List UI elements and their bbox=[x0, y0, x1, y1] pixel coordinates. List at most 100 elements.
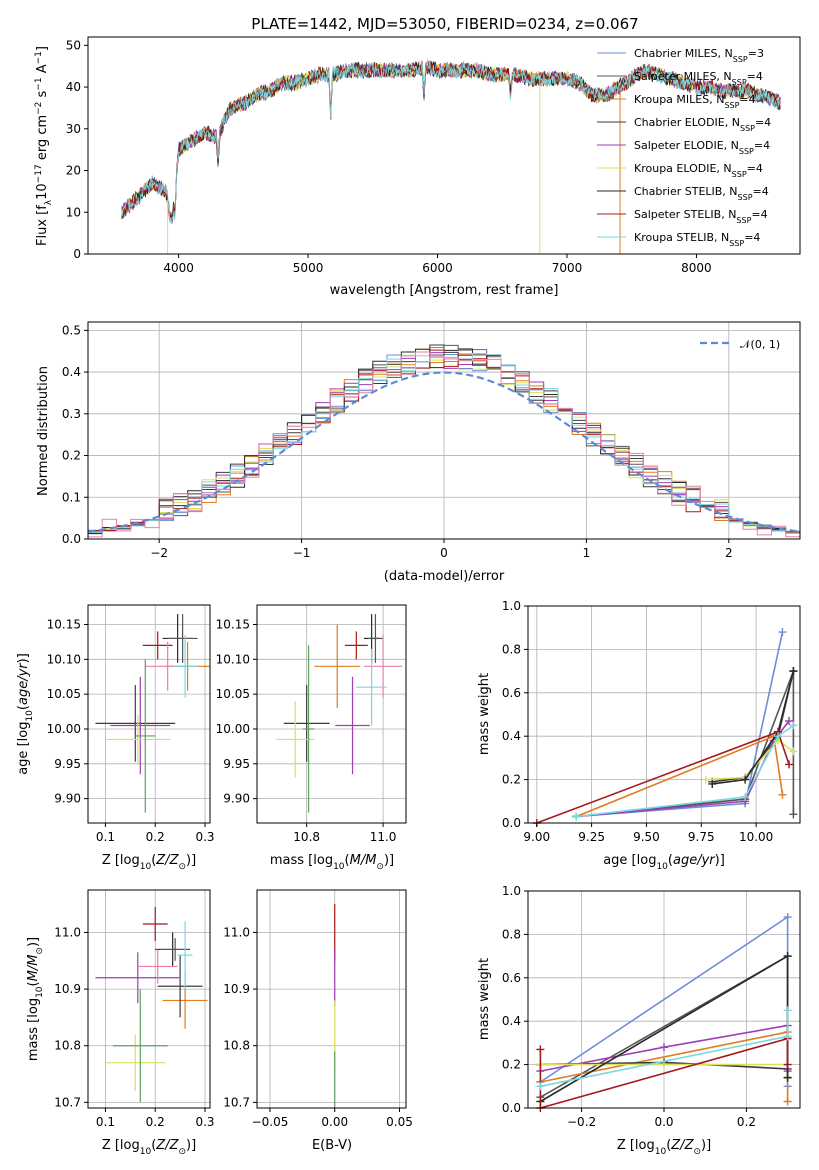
weight-point-marker bbox=[783, 1073, 792, 1082]
legend-tail: =4 bbox=[754, 139, 770, 152]
y-tick-label: 0.4 bbox=[502, 729, 521, 743]
figure-title: PLATE=1442, MJD=53050, FIBERID=0234, z=0… bbox=[251, 15, 638, 33]
x-tick-label: 7000 bbox=[552, 261, 583, 275]
legend-tail: =4 bbox=[753, 185, 769, 198]
y-axis-label: Normed distribution bbox=[36, 366, 51, 496]
x-tick-label: 9.75 bbox=[688, 830, 715, 844]
legend-subscript: SSP bbox=[740, 124, 755, 133]
weight-point-marker bbox=[783, 913, 792, 922]
weight-vs-age-axes bbox=[528, 605, 800, 824]
label-part: ] bbox=[35, 46, 50, 51]
legend-entry: Chabrier ELODIE, NSSP=4 bbox=[634, 116, 771, 133]
weight-point-marker bbox=[708, 779, 717, 788]
weight-point-marker bbox=[783, 1060, 792, 1069]
label-part: ⊙ bbox=[693, 1147, 701, 1157]
x-tick-label: 4000 bbox=[163, 261, 194, 275]
y-tick-label: 10.10 bbox=[216, 652, 250, 666]
label-part: 10 bbox=[655, 1147, 667, 1157]
legend-tail: =3 bbox=[748, 47, 764, 60]
label-part: Z/Z bbox=[155, 853, 179, 868]
x-tick-label: 0.00 bbox=[321, 1115, 348, 1129]
label-part: Z/Z bbox=[155, 1138, 179, 1153]
y-tick-label: 0.2 bbox=[502, 773, 521, 787]
label-part: 10 bbox=[140, 1147, 152, 1157]
x-tick-label: −0.05 bbox=[252, 1115, 289, 1129]
x-tick-label: 0.3 bbox=[195, 1115, 214, 1129]
legend-entry: Salpeter MILES, NSSP=4 bbox=[634, 70, 763, 87]
legend-entry: Chabrier MILES, NSSP=3 bbox=[634, 47, 764, 64]
label-part: M/M bbox=[26, 955, 41, 982]
label-part: Z [log bbox=[102, 1138, 140, 1153]
mass-vs-Z-frame bbox=[87, 889, 211, 1109]
x-tick-label: 0.2 bbox=[146, 830, 165, 844]
y-tick-label: 0.0 bbox=[502, 816, 521, 830]
x-tick-label: −2 bbox=[150, 546, 168, 560]
y-tick-label: 9.95 bbox=[223, 757, 250, 771]
label-part: −2 bbox=[34, 102, 44, 115]
y-tick-label: 10.10 bbox=[47, 652, 81, 666]
label-part: ⊙ bbox=[376, 862, 384, 872]
y-tick-label: 10.15 bbox=[47, 618, 81, 632]
weight-point-marker bbox=[774, 732, 783, 741]
x-tick-label: 9.00 bbox=[523, 830, 550, 844]
y-tick-label: 10.8 bbox=[54, 1039, 81, 1053]
label-part: ( bbox=[151, 853, 156, 868]
legend-subscript: SSP bbox=[732, 78, 747, 87]
y-tick-label: 9.90 bbox=[223, 792, 250, 806]
label-part: )] bbox=[715, 853, 725, 868]
y-tick-label: 40 bbox=[66, 80, 81, 94]
x-tick-label: 0.2 bbox=[146, 1115, 165, 1129]
label-part: 10 bbox=[25, 710, 35, 722]
weight-series-line bbox=[539, 1037, 789, 1108]
x-tick-label: 0.2 bbox=[737, 1115, 756, 1129]
y-tick-label: 0.6 bbox=[502, 686, 521, 700]
y-tick-label: 10.00 bbox=[216, 722, 250, 736]
x-tick-label: 5000 bbox=[293, 261, 324, 275]
label-part: M/M bbox=[350, 853, 377, 868]
y-tick-label: 0.4 bbox=[62, 365, 81, 379]
x-tick-label: −1 bbox=[293, 546, 311, 560]
label-part: Z [log bbox=[617, 1138, 655, 1153]
legend-text: Chabrier MILES, N bbox=[634, 47, 733, 60]
label-part: −17 bbox=[34, 164, 44, 183]
weight-point-marker bbox=[778, 628, 787, 637]
x-tick-label: −0.2 bbox=[567, 1115, 596, 1129]
label-part: )] bbox=[26, 937, 41, 947]
x-axis-label: Z [log10(Z/Z⊙)] bbox=[102, 1138, 196, 1157]
x-tick-label: 10.8 bbox=[293, 830, 320, 844]
legend-tail: =4 bbox=[755, 116, 771, 129]
y-tick-label: 0.1 bbox=[62, 490, 81, 504]
y-tick-label: 11.0 bbox=[223, 925, 250, 939]
weight-vs-age-frame bbox=[527, 605, 801, 824]
label-part: ( bbox=[666, 1138, 671, 1153]
label-part: A bbox=[35, 64, 50, 77]
legend-entry: Kroupa MILES, NSSP=4 bbox=[634, 93, 756, 110]
y-tick-label: 1.0 bbox=[502, 884, 521, 898]
legend-subscript: SSP bbox=[738, 193, 753, 202]
label-part: Z/Z bbox=[670, 1138, 694, 1153]
label-part: )] bbox=[384, 853, 394, 868]
mass-vs-Z-axes bbox=[88, 890, 210, 1108]
y-tick-label: 10.00 bbox=[47, 722, 81, 736]
weight-point-marker bbox=[783, 1097, 792, 1106]
y-tick-label: 0.8 bbox=[502, 642, 521, 656]
legend-subscript: SSP bbox=[729, 239, 744, 248]
label-part: age/yr bbox=[16, 662, 31, 705]
label-part: 10 bbox=[35, 183, 50, 200]
legend-entry: Chabrier STELIB, NSSP=4 bbox=[634, 185, 769, 202]
label-part: )] bbox=[16, 653, 31, 663]
x-axis-label: wavelength [Angstrom, rest frame] bbox=[330, 283, 559, 298]
y-tick-label: 10.05 bbox=[47, 687, 81, 701]
age-vs-mass-axes bbox=[257, 605, 406, 823]
weight-point-marker bbox=[536, 1045, 545, 1054]
x-tick-label: 0.1 bbox=[96, 830, 115, 844]
y-axis-label: mass weight bbox=[477, 958, 492, 1040]
x-tick-label: 9.50 bbox=[633, 830, 660, 844]
weight-series-line bbox=[576, 724, 794, 818]
weight-point-marker bbox=[660, 1043, 668, 1052]
weight-point-marker bbox=[778, 790, 787, 799]
weight-point-marker bbox=[701, 775, 710, 784]
legend-text: Kroupa STELIB, N bbox=[634, 231, 729, 244]
legend-text: Salpeter STELIB, N bbox=[634, 208, 736, 221]
label-part: )] bbox=[186, 1138, 196, 1153]
